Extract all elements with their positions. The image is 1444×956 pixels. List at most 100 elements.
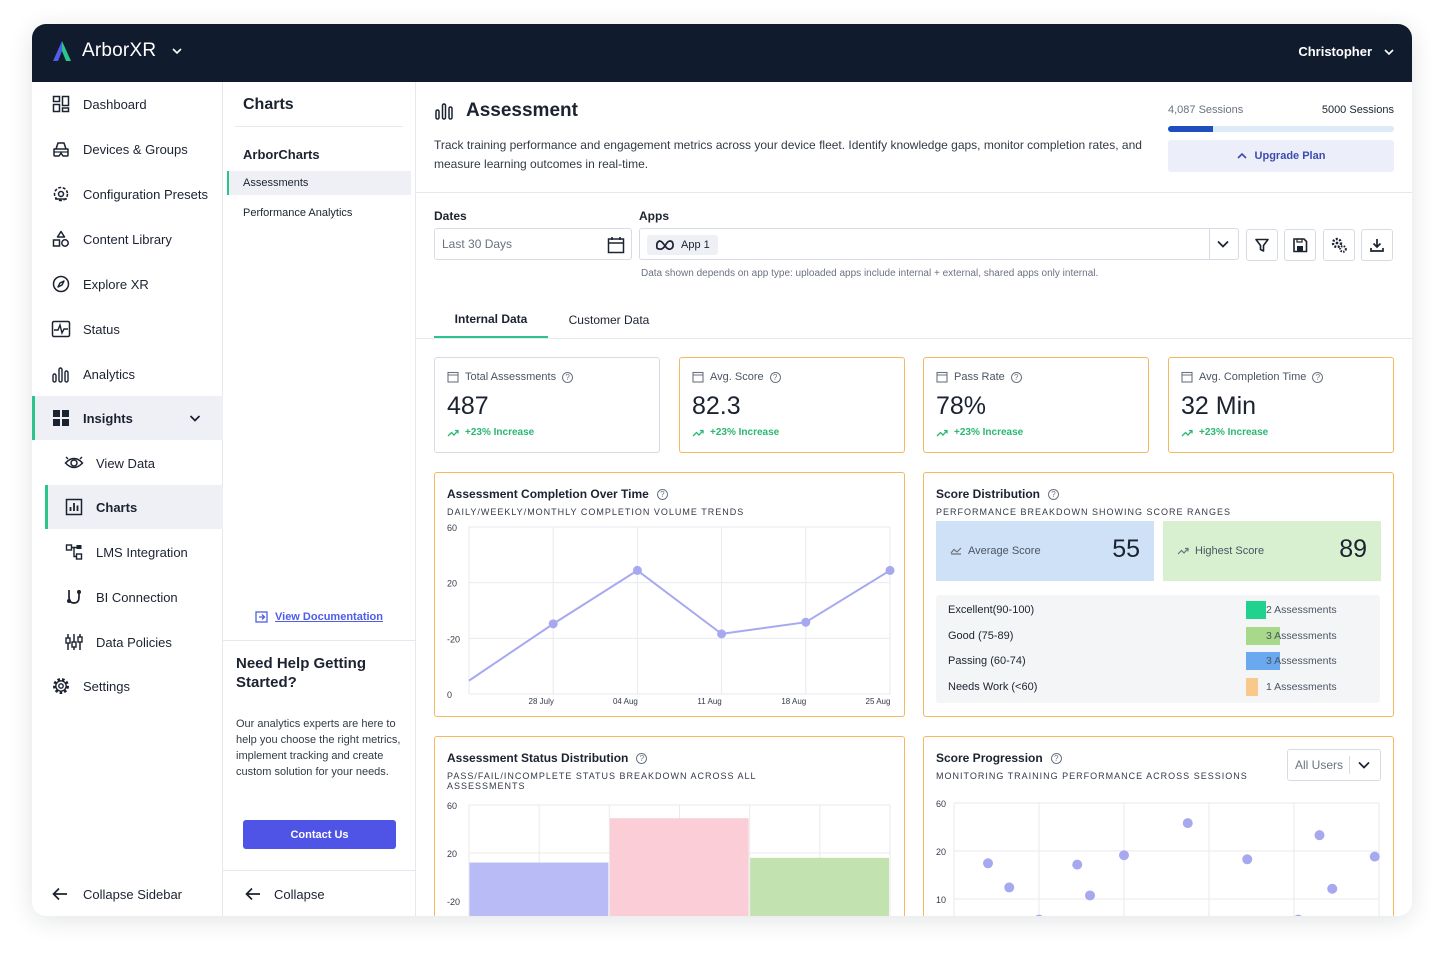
collapse-panel-label: Collapse [274, 886, 325, 902]
date-range-field[interactable]: Last 30 Days [434, 228, 632, 260]
sidebar-item-devices[interactable]: Devices & Groups [32, 127, 223, 171]
average-score-label: Average Score [950, 545, 1041, 557]
trend-icon [950, 547, 962, 555]
download-icon [1370, 239, 1384, 252]
highest-score-value: 89 [1339, 535, 1367, 563]
divider [223, 870, 415, 871]
collapse-sidebar-button[interactable]: Collapse Sidebar [32, 872, 223, 916]
stat-card-pass-rate: Pass Rate? 78% +23% Increase [923, 357, 1149, 453]
calendar-icon[interactable] [607, 236, 625, 254]
brand-switcher[interactable]: ArborXR [52, 40, 182, 62]
contact-us-button[interactable]: Contact Us [243, 820, 396, 849]
stat-label-text: Pass Rate [954, 371, 1005, 383]
diagram-icon [64, 542, 84, 562]
range-label: Needs Work (<60) [948, 681, 1038, 693]
users-select[interactable]: All Users [1287, 749, 1381, 781]
y-tick-label: -20 [447, 897, 460, 907]
data-point [1072, 859, 1083, 870]
pulse-icon [51, 319, 71, 339]
sessions-used: 4,087 Sessions [1168, 104, 1244, 116]
charts-panel: Charts ArborCharts Assessments Performan… [223, 82, 416, 916]
panel-link-performance-analytics[interactable]: Performance Analytics [243, 207, 353, 219]
help-icon[interactable]: ? [636, 752, 648, 764]
help-icon[interactable]: ? [562, 371, 574, 383]
card-title: Score Distribution? [936, 487, 1060, 501]
data-point [1294, 914, 1302, 916]
sidebar-item-charts[interactable]: Charts [45, 485, 223, 529]
panel-link-assessments[interactable]: Assessments [227, 171, 411, 195]
help-icon[interactable]: ? [1048, 488, 1060, 500]
sidebar-item-analytics[interactable]: Analytics [32, 352, 223, 396]
range-bar [1246, 601, 1266, 619]
gears-icon [1331, 237, 1347, 253]
date-range-value: Last 30 Days [442, 237, 513, 251]
data-point [1085, 890, 1095, 901]
sidebar-item-label: Insights [83, 410, 133, 426]
config-gear-icon [51, 184, 71, 204]
y-tick-label: 20 [447, 579, 457, 589]
data-point [548, 619, 558, 629]
download-button[interactable] [1361, 229, 1393, 261]
sidebar-item-dashboard[interactable]: Dashboard [32, 82, 223, 126]
range-label: Passing (60-74) [948, 655, 1026, 667]
card-subtitle: Performance breakdown showing score rang… [936, 507, 1232, 517]
sidebar-item-content-library[interactable]: Content Library [32, 217, 223, 261]
trend-up-icon [1181, 429, 1193, 436]
x-tick-label: 25 Aug [866, 697, 891, 706]
sidebar-item-status[interactable]: Status [32, 307, 223, 351]
sidebar-item-label: Content Library [83, 231, 172, 247]
app-chip[interactable]: App 1 [647, 235, 718, 255]
app-name: ArborXR [82, 40, 157, 61]
bar-chart-icon [51, 364, 71, 384]
users-select-value: All Users [1295, 758, 1344, 772]
stat-label-text: Avg. Score [710, 371, 764, 383]
help-icon[interactable]: ? [1050, 752, 1062, 764]
tab-customer-data[interactable]: Customer Data [568, 313, 650, 327]
tab-internal-data[interactable]: Internal Data [434, 302, 548, 338]
external-link-icon [255, 611, 268, 623]
card-title: Score Progression? [936, 751, 1062, 765]
sidebar-item-label: Explore XR [83, 276, 149, 292]
chevron-down-icon [1358, 761, 1370, 769]
sidebar-item-insights[interactable]: Insights [32, 396, 223, 440]
save-button[interactable] [1284, 229, 1316, 261]
sidebar-item-explore-xr[interactable]: Explore XR [32, 262, 223, 306]
divider [416, 338, 1412, 339]
stat-label: Total Assessments? [447, 371, 574, 383]
settings-button[interactable] [1323, 229, 1355, 261]
app-chip-label: App 1 [681, 239, 710, 251]
sidebar-item-view-data[interactable]: View Data [32, 441, 223, 485]
help-title: Need Help Getting Started? [236, 655, 367, 691]
apps-note: Data shown depends on app type: uploaded… [641, 268, 1099, 279]
card-title-text: Score Distribution [936, 487, 1041, 501]
sidebar-item-data-policies[interactable]: Data Policies [32, 620, 223, 664]
y-tick-label: 20 [936, 847, 946, 857]
highest-score-label-text: Highest Score [1195, 545, 1265, 557]
sidebar-item-settings[interactable]: Settings [32, 664, 223, 708]
chevron-down-icon[interactable] [1216, 238, 1230, 250]
sidebar-item-configuration-presets[interactable]: Configuration Presets [32, 172, 223, 216]
help-icon[interactable]: ? [1010, 371, 1022, 383]
app-window: ArborXR Christopher Dashboard Devices & … [32, 24, 1412, 916]
connection-icon [64, 587, 84, 607]
range-bar [1246, 652, 1280, 670]
filter-button[interactable] [1246, 229, 1278, 261]
sidebar-item-lms-integration[interactable]: LMS Integration [32, 530, 223, 574]
data-point [1369, 851, 1380, 862]
highest-score-box: Highest Score 89 [1163, 521, 1381, 581]
apps-select[interactable]: App 1 [639, 228, 1239, 260]
sidebar-item-label: Data Policies [96, 634, 172, 650]
upgrade-plan-label: Upgrade Plan [1254, 150, 1326, 162]
help-icon[interactable]: ? [1312, 371, 1324, 383]
user-menu[interactable]: Christopher [1298, 44, 1394, 59]
stat-value: 487 [447, 392, 489, 420]
collapse-panel-button[interactable]: Collapse [223, 872, 415, 916]
help-icon[interactable]: ? [769, 371, 781, 383]
view-documentation-link[interactable]: View Documentation [255, 610, 383, 623]
help-icon[interactable]: ? [656, 488, 668, 500]
sidebar-item-bi-connection[interactable]: BI Connection [32, 575, 223, 619]
score-distribution-card: Score Distribution? Performance breakdow… [923, 472, 1394, 717]
divider [416, 192, 1412, 193]
upgrade-plan-button[interactable]: Upgrade Plan [1168, 140, 1394, 172]
y-tick-label: 20 [447, 849, 457, 859]
